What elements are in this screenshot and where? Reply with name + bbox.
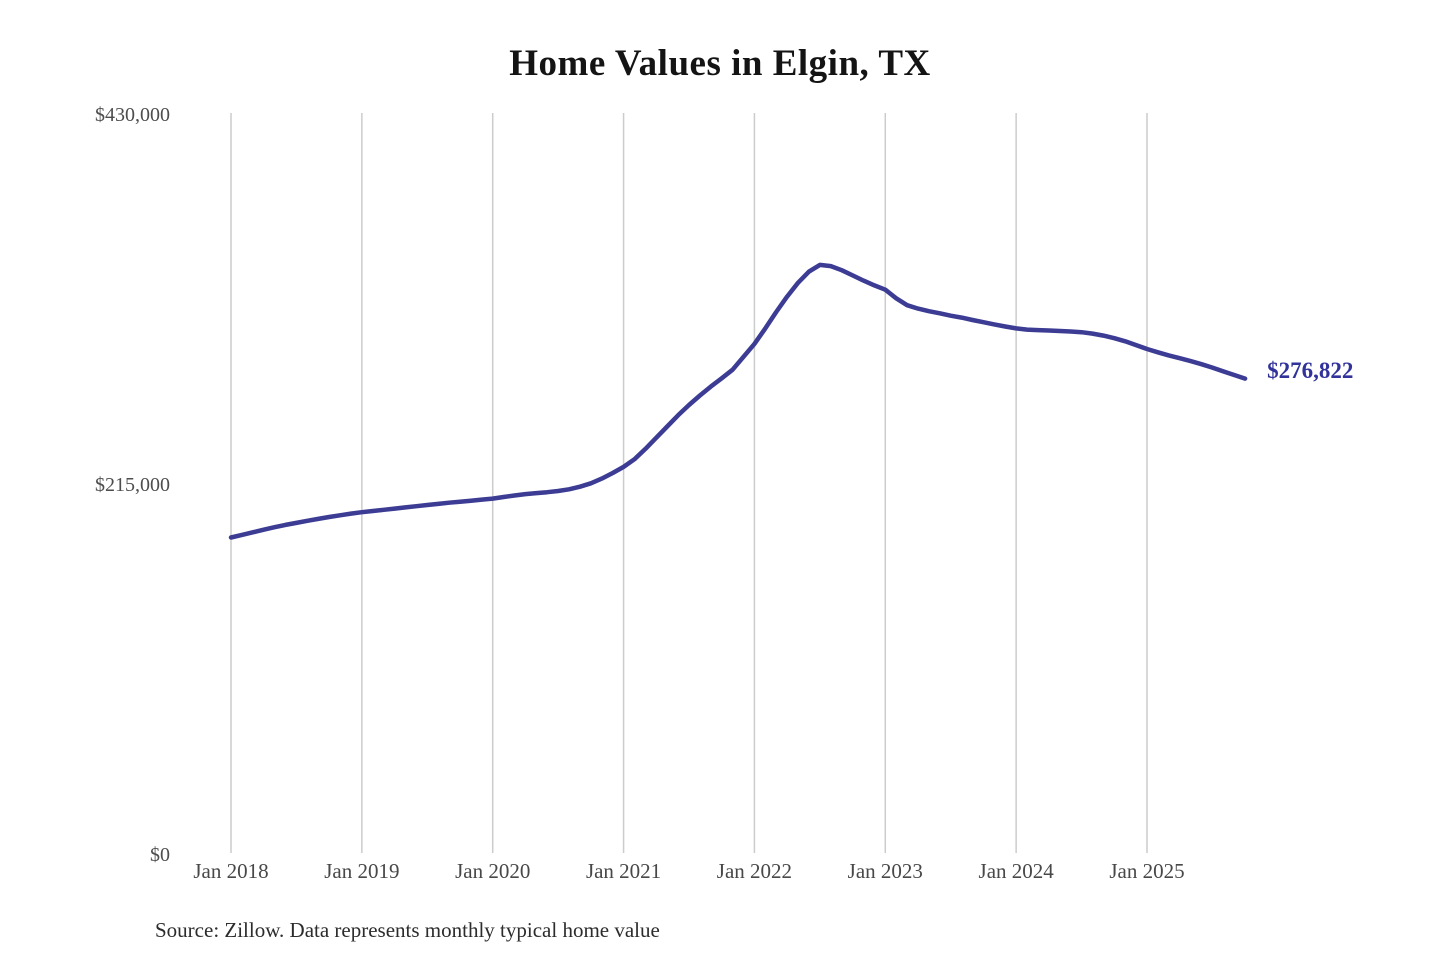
x-axis-tick-label: Jan 2025 (1109, 859, 1185, 883)
x-axis-tick-label: Jan 2019 (324, 859, 400, 883)
chart-title: Home Values in Elgin, TX (509, 43, 931, 84)
y-axis-tick-label: $215,000 (95, 474, 170, 496)
x-axis-tick-label: Jan 2021 (585, 859, 662, 883)
x-axis-tick-label: Jan 2020 (455, 859, 531, 883)
x-axis-tick-label: Jan 2023 (847, 859, 923, 883)
x-axis-tick-label: Jan 2022 (716, 859, 793, 883)
x-axis-tick-label: Jan 2024 (978, 859, 1054, 883)
source-note: Source: Zillow. Data represents monthly … (155, 918, 660, 942)
y-axis-tick-label: $430,000 (95, 104, 170, 126)
latest-value-label: $276,822 (1267, 357, 1354, 383)
year-gridlines (230, 113, 1148, 853)
y-axis-tick-label: $0 (150, 844, 170, 866)
x-axis-tick-label: Jan 2018 (193, 859, 269, 883)
home-value-line (228, 262, 1248, 540)
